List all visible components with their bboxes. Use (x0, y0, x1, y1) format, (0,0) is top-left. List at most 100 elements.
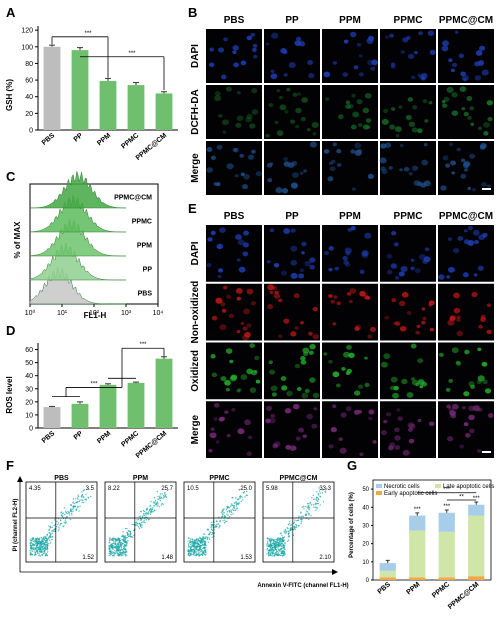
cell-dot (418, 31, 423, 36)
scatter-point (189, 545, 191, 548)
scatter-point (222, 513, 224, 516)
quadrant-value: 4.35 (29, 486, 41, 492)
scatter-point (157, 495, 159, 498)
scatter-point (143, 512, 145, 515)
cell-dot (215, 297, 223, 304)
cell-dot (384, 315, 390, 320)
scatter-point (312, 494, 315, 496)
bar-ppm (99, 384, 117, 428)
scatter-point (276, 537, 279, 539)
scatter-point (280, 550, 282, 553)
cell-dot (398, 271, 405, 277)
scatter-point (283, 551, 286, 553)
scatter-point (234, 509, 236, 512)
scatter-point (270, 554, 272, 557)
scatter-point (39, 547, 41, 550)
cell-dot (348, 299, 353, 304)
cell-dot (237, 239, 245, 246)
scatter-point (270, 540, 272, 542)
cell-dot (297, 40, 305, 47)
scatter-point (290, 528, 292, 530)
cell-dot (226, 433, 231, 438)
scatter-point (199, 543, 201, 546)
cell-dot (288, 62, 296, 69)
scatter-point (117, 552, 119, 555)
plot-frame (372, 479, 492, 581)
scatter-point (206, 528, 209, 531)
scatter-point (29, 549, 31, 552)
scatter-point (142, 509, 145, 512)
legend-swatch (376, 484, 382, 488)
scatter-point (87, 497, 90, 499)
scatter-point (140, 510, 142, 513)
cell-dot (390, 376, 398, 383)
cell-dot (380, 166, 386, 171)
cell-dot (366, 296, 371, 300)
scatter-point (126, 532, 129, 535)
scatter-point (202, 539, 205, 541)
y-tick-label: 120 (21, 28, 33, 35)
scatter-point (153, 496, 156, 499)
scatter-point (298, 524, 300, 527)
cell-dot (283, 73, 288, 77)
scatter-point (293, 526, 295, 528)
scatter-point (266, 540, 269, 543)
scatter-point (40, 536, 43, 539)
scatter-point (315, 499, 318, 502)
scatter-point (305, 514, 308, 516)
category-label: PPM (96, 132, 112, 147)
column-title: PPMC (394, 211, 423, 222)
scatter-point (118, 541, 120, 543)
scatter-point (43, 542, 45, 545)
scatter-point (269, 552, 272, 554)
scatter-point (229, 505, 232, 507)
cell-dot (422, 99, 428, 104)
scatter-point (218, 527, 220, 529)
cell-dot (294, 326, 299, 330)
scatter-point (68, 512, 70, 514)
scatter-point (210, 528, 213, 530)
cell-dot (450, 160, 456, 166)
scatter-point (223, 508, 225, 510)
scatter-point (139, 523, 142, 526)
cell-dot (304, 260, 312, 267)
cell-dot (293, 293, 300, 299)
cell-dot (370, 66, 376, 71)
scatter-point (295, 523, 297, 526)
scatter-point (108, 545, 110, 547)
scatter-point (271, 538, 274, 540)
cell-dot (265, 405, 272, 411)
cell-dot (470, 122, 475, 126)
cell-dot (480, 317, 487, 323)
cell-dot (446, 404, 451, 409)
scatter-point (301, 518, 303, 520)
scatter-point (32, 540, 34, 543)
cell-dot (219, 324, 227, 331)
cell-dot (272, 286, 278, 290)
scatter-point (46, 554, 49, 557)
scatter-point (191, 553, 193, 556)
cell-dot (421, 320, 426, 325)
cell-dot (267, 284, 275, 291)
scatter-point (46, 543, 49, 545)
scatter-point (114, 543, 117, 546)
cell-dot (478, 324, 483, 329)
cell-dot (234, 174, 239, 178)
cell-dot (408, 121, 416, 127)
scatter-point (30, 547, 33, 550)
scatter-point (314, 502, 316, 504)
cell-dot (332, 322, 337, 326)
cell-dot (290, 259, 298, 266)
scatter-point (206, 536, 209, 539)
scatter-point (204, 546, 207, 549)
scatter-point (32, 547, 34, 550)
scatter-point (151, 507, 154, 509)
cell-dot (344, 262, 351, 267)
scatter-point (201, 539, 204, 541)
scatter-point (153, 502, 156, 504)
scatter-point (144, 516, 147, 518)
scatter-point (223, 511, 225, 514)
cell-dot (218, 417, 224, 422)
cell-dot (253, 54, 258, 59)
cell-dot (402, 449, 410, 456)
